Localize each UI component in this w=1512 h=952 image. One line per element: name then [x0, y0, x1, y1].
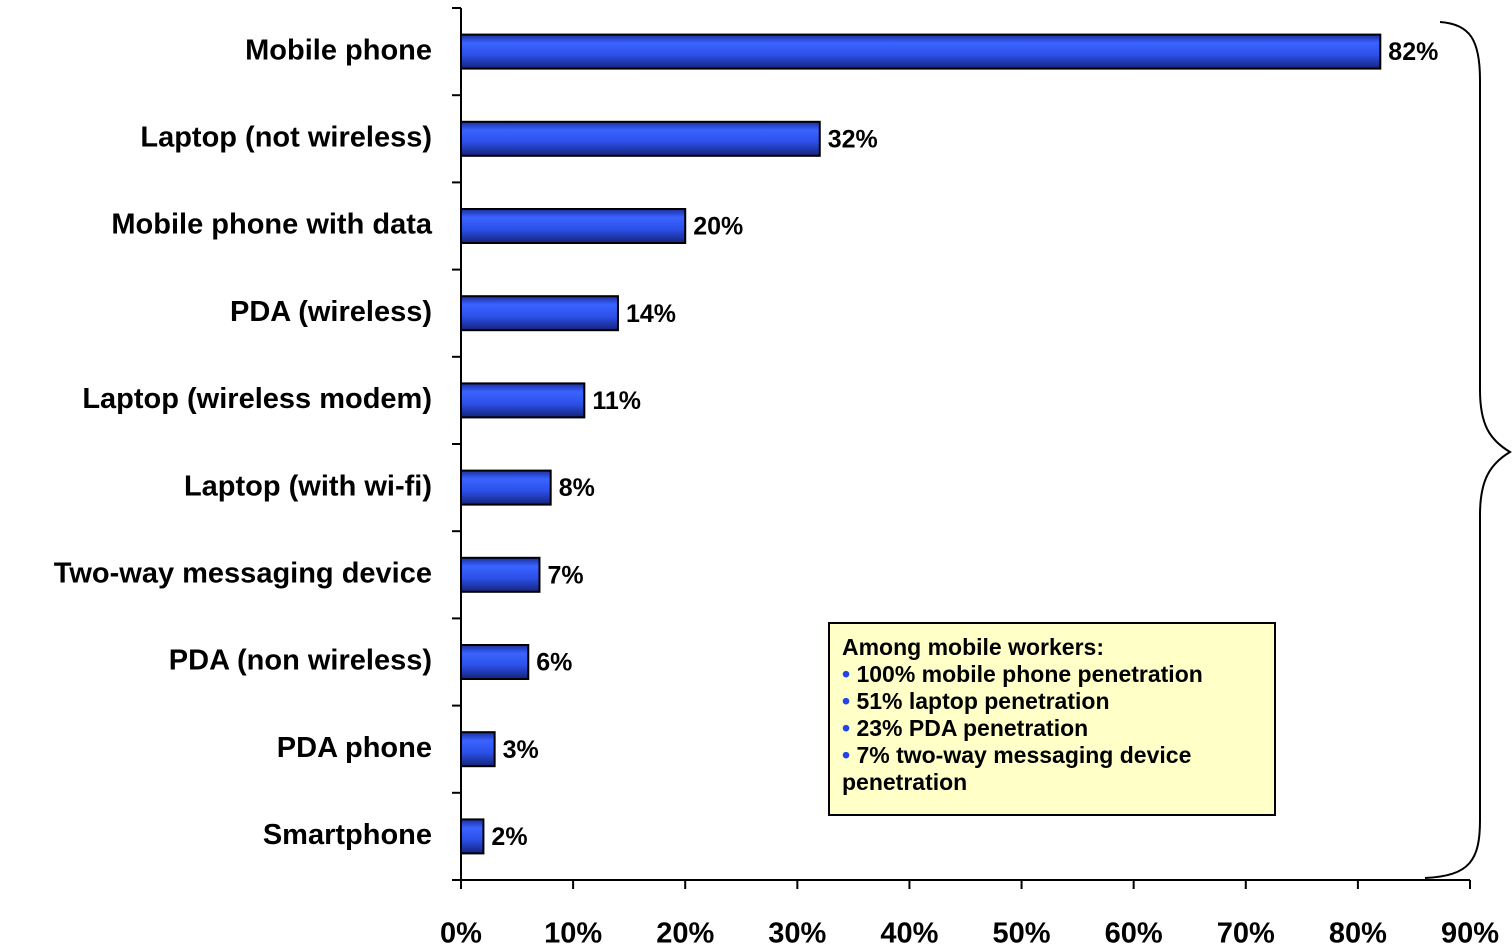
category-label: PDA phone — [277, 732, 432, 764]
value-label: 8% — [559, 474, 595, 502]
annotation-item: • 23% PDA penetration — [842, 715, 1262, 742]
category-label: Two-way messaging device — [54, 557, 432, 589]
annotation-text: 51% laptop penetration — [856, 688, 1110, 714]
x-tick-label: 50% — [993, 918, 1051, 950]
x-tick-label: 0% — [440, 918, 482, 950]
bar — [460, 33, 1382, 70]
category-label: Laptop (with wi-fi) — [184, 470, 432, 502]
bar — [460, 818, 485, 855]
bar — [460, 731, 496, 768]
x-tick-label: 60% — [1105, 918, 1163, 950]
category-label: PDA (wireless) — [230, 296, 432, 328]
annotation-text: 7% two-way messaging device penetration — [842, 742, 1192, 795]
bar — [460, 295, 619, 332]
category-label: Laptop (wireless modem) — [82, 383, 432, 415]
value-label: 11% — [592, 387, 641, 415]
value-label: 14% — [626, 300, 676, 328]
category-label: Mobile phone — [245, 34, 432, 66]
bar — [460, 469, 552, 506]
bar — [460, 208, 687, 244]
annotation-item: • 7% two-way messaging device penetratio… — [842, 742, 1262, 796]
annotation-text: 100% mobile phone penetration — [856, 661, 1203, 687]
category-label: Mobile phone with data — [111, 209, 432, 241]
category-label: Smartphone — [263, 819, 432, 851]
annotation-item: • 51% laptop penetration — [842, 688, 1262, 715]
category-label: Laptop (not wireless) — [140, 121, 432, 153]
value-label: 3% — [503, 736, 539, 764]
x-tick-label: 40% — [880, 918, 938, 950]
x-tick-label: 10% — [544, 918, 602, 950]
bullet: • — [842, 661, 857, 687]
annotation-title: Among mobile workers: — [842, 634, 1104, 660]
bullet: • — [842, 715, 857, 741]
bar — [460, 644, 530, 680]
x-tick-label: 90% — [1441, 918, 1499, 950]
x-tick-label: 20% — [656, 918, 714, 950]
x-tick-label: 70% — [1217, 918, 1275, 950]
brace — [1424, 21, 1512, 879]
x-tick-label: 30% — [768, 918, 826, 950]
value-label: 32% — [828, 125, 878, 153]
value-label: 2% — [491, 823, 527, 851]
bullet: • — [842, 688, 857, 714]
value-label: 6% — [536, 649, 572, 677]
bar — [460, 556, 541, 593]
annotation-box: Among mobile workers: • 100% mobile phon… — [828, 622, 1276, 816]
category-label: PDA (non wireless) — [169, 645, 432, 677]
bar — [460, 382, 586, 419]
annotation-item: • 100% mobile phone penetration — [842, 661, 1262, 688]
x-tick-label: 80% — [1329, 918, 1387, 950]
bar — [460, 120, 821, 157]
annotation-text: 23% PDA penetration — [856, 715, 1089, 741]
value-label: 7% — [547, 561, 583, 589]
annotation-list: • 100% mobile phone penetration • 51% lap… — [842, 661, 1262, 796]
value-label: 82% — [1388, 38, 1438, 66]
value-label: 20% — [693, 213, 743, 241]
bullet: • — [842, 742, 857, 768]
